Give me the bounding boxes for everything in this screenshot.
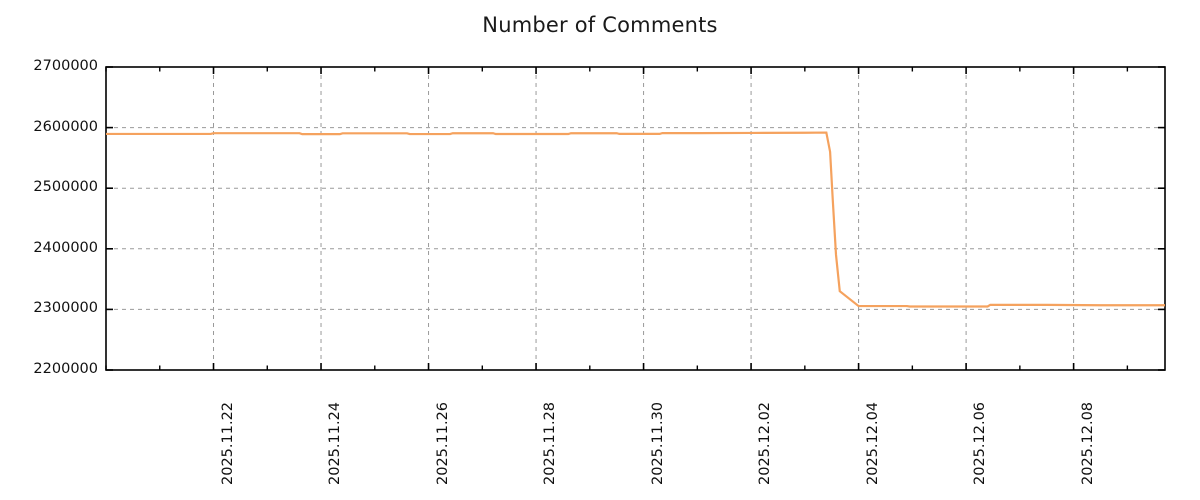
y-axis-tick-label: 2700000: [33, 58, 98, 74]
x-axis-tick-label: 2025.11.24: [327, 401, 344, 485]
y-axis-tick-label: 2300000: [33, 300, 98, 317]
plot-frame: [105, 66, 1166, 371]
x-axis-tick-label: 2025.11.28: [542, 401, 559, 485]
y-axis-tick-labels: 2200000 2300000 2400000 2500000 2600000 27000…: [8, 0, 98, 500]
x-axis-tick-label: 2025.12.06: [972, 401, 989, 485]
x-axis-tick-label: 2025.12.08: [1079, 401, 1096, 485]
x-axis-tick-label: 2025.11.30: [649, 401, 666, 485]
x-axis-tick-label: 2025.12.04: [864, 401, 881, 485]
y-axis-tick-label: 2600000: [33, 118, 98, 135]
y-axis-tick-label: 2400000: [33, 239, 98, 256]
series-line-number-of-comments: [106, 131, 1165, 308]
x-axis-tick-label: 2025.11.26: [434, 401, 451, 485]
x-axis-tick-label: 2025.11.22: [219, 401, 236, 485]
y-axis-tick-label: 2200000: [33, 361, 98, 377]
y-axis-tick-label: 2500000: [33, 179, 98, 196]
chart-title: Number of Comments: [482, 13, 718, 37]
x-axis-tick-label: 2025.12.02: [757, 401, 774, 485]
